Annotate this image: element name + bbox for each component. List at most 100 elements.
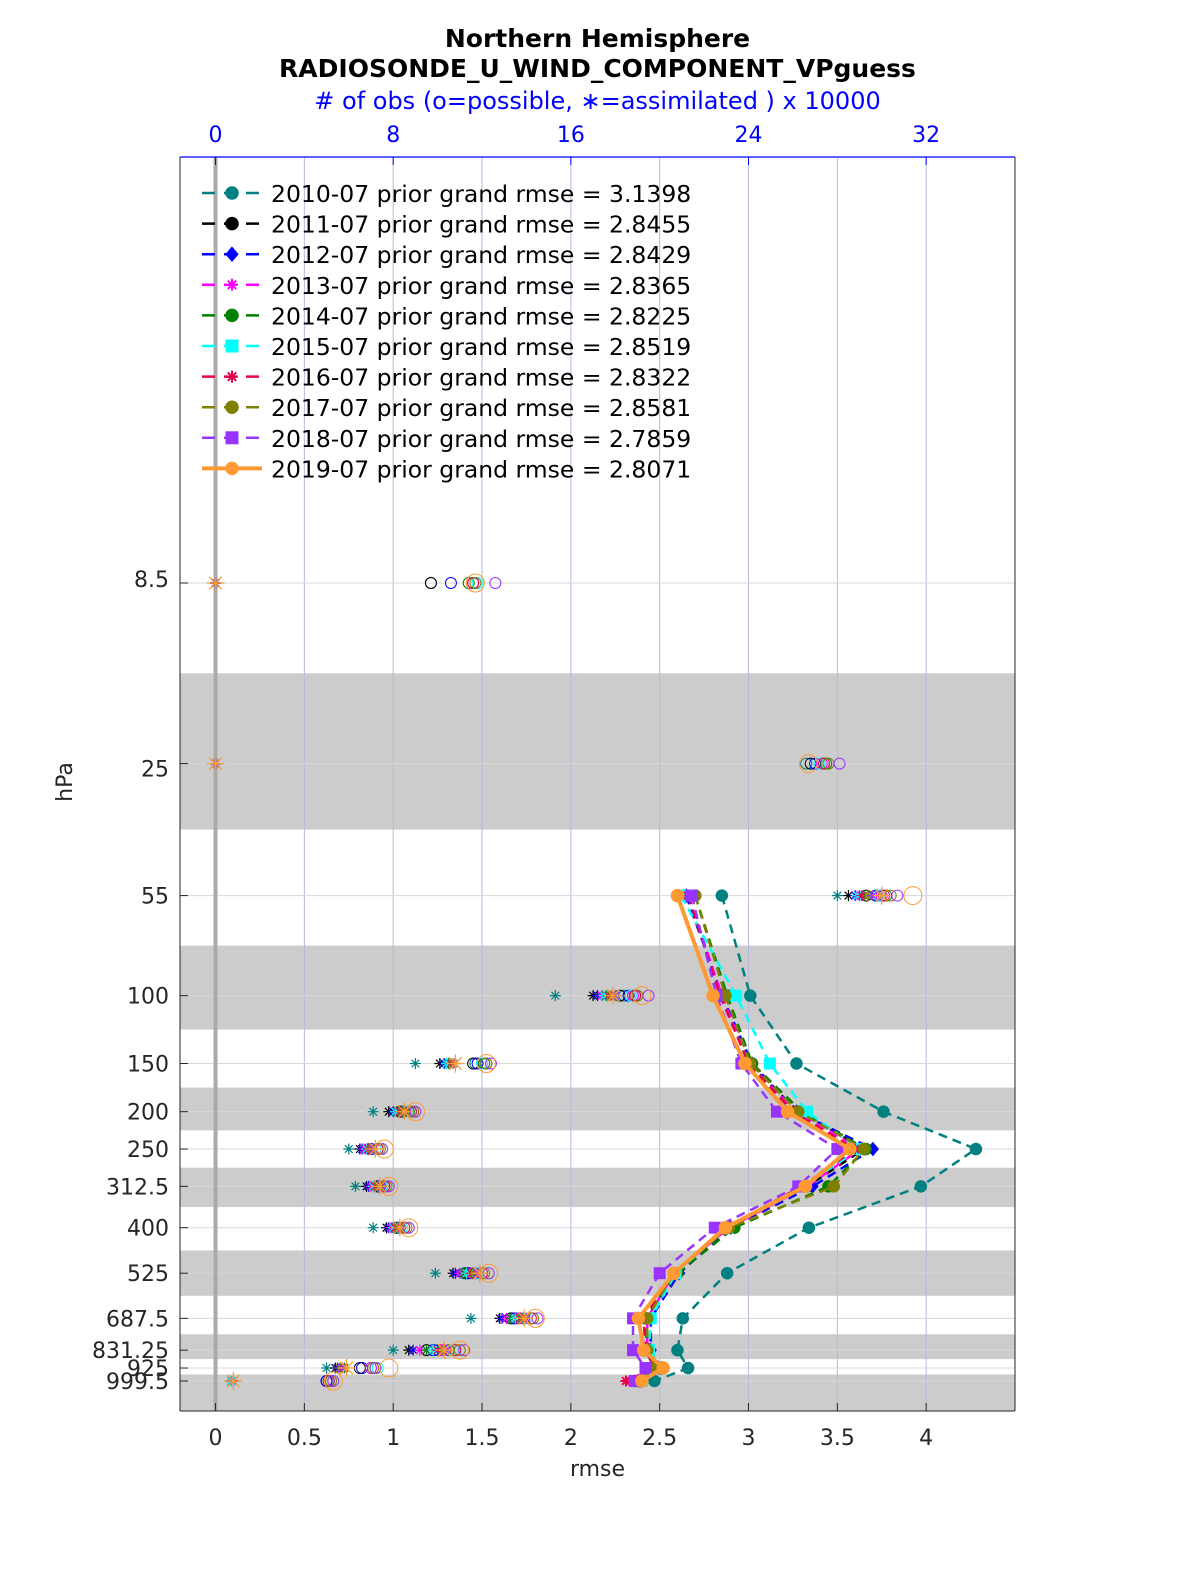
legend-entry: 2011-07 prior grand rmse = 2.8455: [271, 211, 691, 239]
assimilated-obs-marker: [470, 1264, 489, 1283]
possible-obs-marker: [469, 577, 482, 589]
data-point: [715, 889, 729, 902]
level-band: [180, 673, 1015, 830]
data-point: [631, 1311, 646, 1326]
legend-entry: 2015-07 prior grand rmse = 2.8519: [271, 333, 691, 361]
data-point: [635, 1374, 649, 1388]
possible-obs-marker: [813, 757, 826, 770]
level-bands: [180, 673, 1015, 1411]
assimilated-obs-marker: [446, 1054, 465, 1073]
possible-obs-marker: [476, 1057, 489, 1070]
series-line: [634, 895, 866, 1383]
data-point: [798, 1179, 813, 1194]
y-tick-label: 150: [127, 1053, 169, 1078]
possible-obs-marker: [453, 1344, 466, 1357]
possible-obs-marker: [323, 1371, 343, 1391]
data-point: [730, 989, 743, 1002]
y-tick-label: 200: [127, 1101, 169, 1126]
data-point: [627, 1344, 640, 1357]
series-line: [631, 895, 840, 1382]
data-point: [857, 1142, 871, 1156]
y-tick-label: 312.5: [106, 1175, 169, 1200]
possible-obs-marker: [632, 986, 652, 1006]
chart-title: Northern Hemisphere: [444, 24, 751, 53]
chart-subtitle: RADIOSONDE_U_WIND_COMPONENT_VPguess: [279, 54, 916, 83]
possible-obs-marker: [903, 886, 923, 906]
x-tick-label: 3: [742, 1426, 756, 1451]
x-tick-label: 0.5: [287, 1426, 322, 1451]
assimilated-obs-marker: [604, 986, 623, 1005]
data-point: [681, 1361, 695, 1375]
level-band: [180, 1334, 1015, 1360]
data-point: [763, 1057, 776, 1070]
legend-entry: 2017-07 prior grand rmse = 2.8581: [271, 394, 691, 422]
data-point: [667, 1266, 681, 1280]
assimilated-obs-marker: [409, 1058, 421, 1070]
x-tick-label: 2: [564, 1426, 578, 1451]
possible-obs-marker: [484, 1057, 497, 1070]
top-tick-label: 32: [912, 123, 940, 148]
assimilated-obs-marker: [206, 754, 225, 773]
y-tick-label: 999.5: [106, 1370, 169, 1395]
x-tick-label: 1: [386, 1426, 400, 1451]
data-point: [914, 1180, 928, 1193]
data-point: [225, 246, 239, 262]
legend-entry: 2016-07 prior grand rmse = 2.8322: [271, 364, 691, 392]
legend-entry: 2019-07 prior grand rmse = 2.8071: [271, 455, 691, 483]
x-tick-label: 3.5: [820, 1426, 855, 1451]
assimilated-obs-marker: [343, 1143, 355, 1155]
data-point: [790, 1057, 803, 1070]
data-point: [969, 1142, 983, 1156]
data-point: [671, 1343, 684, 1357]
level-band: [180, 1167, 1015, 1208]
y-tick-label: 525: [127, 1262, 169, 1287]
assimilated-obs-marker: [337, 1359, 356, 1378]
possible-obs-marker: [379, 1358, 399, 1378]
data-point: [225, 400, 239, 414]
assimilated-obs-marker: [831, 890, 843, 902]
possible-obs-marker: [369, 1362, 382, 1375]
possible-obs-marker: [798, 754, 818, 774]
y-tick-label: 250: [127, 1138, 169, 1163]
obs-count-markers: [206, 573, 923, 1391]
top-tick-label: 0: [209, 123, 223, 148]
assimilated-obs-marker: [224, 1372, 243, 1390]
assimilated-obs-marker: [206, 574, 225, 592]
series-line: [653, 895, 979, 1383]
assimilated-obs-marker: [321, 1362, 333, 1374]
assimilated-obs-marker: [856, 890, 868, 902]
assimilated-obs-marker: [414, 1344, 426, 1356]
data-point: [706, 988, 720, 1003]
data-point: [720, 1266, 734, 1280]
legend-entry: 2012-07 prior grand rmse = 2.8429: [271, 241, 691, 269]
data-point: [639, 1362, 652, 1375]
top-tick-label: 16: [557, 123, 585, 148]
data-point: [685, 889, 698, 902]
assimilated-obs-marker: [429, 1267, 441, 1279]
data-point: [780, 1104, 795, 1119]
possible-obs-marker: [489, 577, 502, 589]
data-point: [843, 1142, 857, 1156]
y-tick-label: 925: [127, 1357, 169, 1382]
assimilated-obs-marker: [367, 1222, 379, 1234]
y-tick-label: 400: [127, 1217, 169, 1242]
data-point: [225, 216, 239, 231]
level-band: [180, 945, 1015, 1030]
y-tick-label: 55: [141, 885, 169, 910]
data-point: [877, 1105, 890, 1118]
data-point: [226, 370, 238, 383]
assimilated-obs-marker: [349, 1180, 361, 1192]
possible-obs-marker: [624, 989, 637, 1002]
assimilated-obs-marker: [366, 1140, 385, 1159]
assimilated-obs-marker: [465, 1312, 477, 1324]
possible-obs-marker: [476, 1054, 496, 1074]
legend-entry: 2010-07 prior grand rmse = 3.1398: [271, 180, 691, 208]
x-tick-label: 2.5: [642, 1426, 677, 1451]
level-band: [180, 1087, 1015, 1131]
y-tick-label: 831.25: [92, 1339, 169, 1364]
series-9: [631, 888, 857, 1388]
data-point: [738, 1056, 752, 1071]
x-axis-label: rmse: [570, 1457, 625, 1482]
assimilated-obs-marker: [549, 990, 561, 1002]
